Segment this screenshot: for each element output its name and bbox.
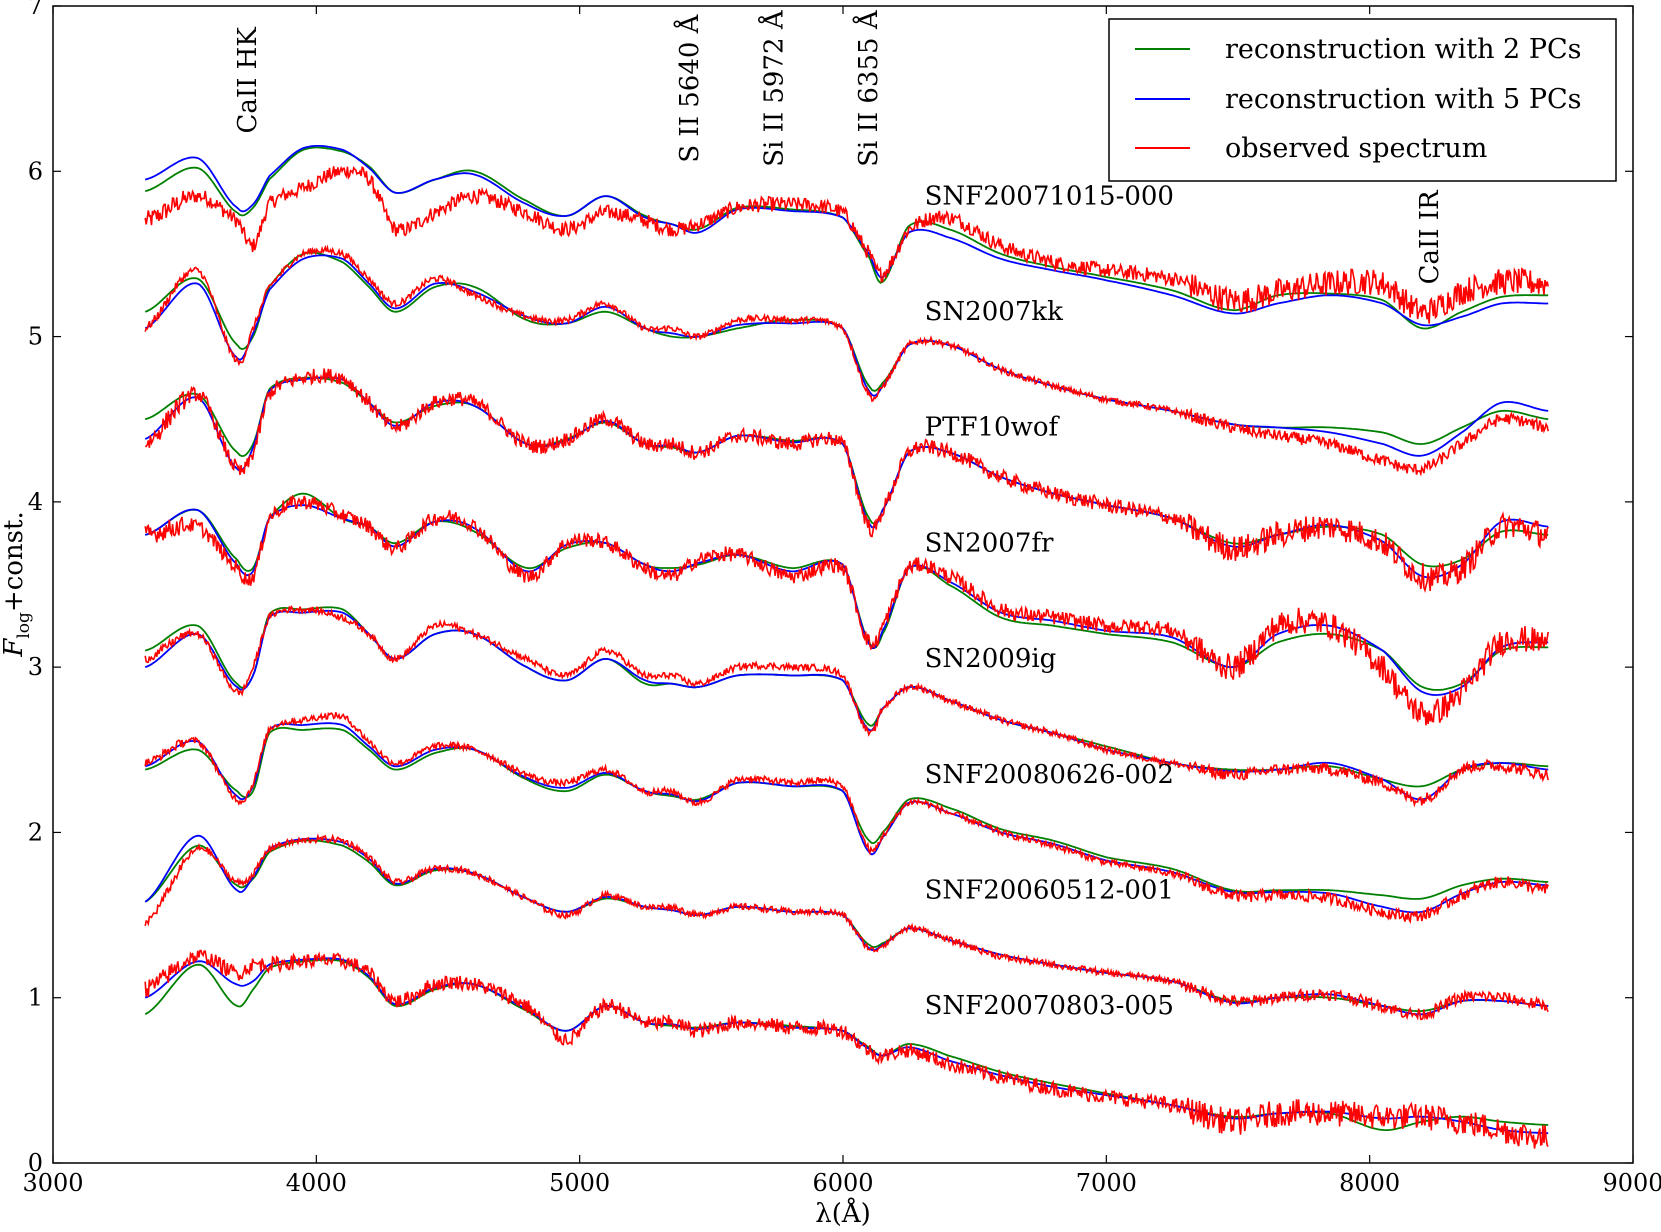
series-label: SN2009ig <box>925 644 1057 674</box>
y-tick-label: 2 <box>28 818 43 846</box>
x-tick-label: 7000 <box>1076 1169 1137 1197</box>
x-tick-label: 4000 <box>286 1169 347 1197</box>
series-pc5-line <box>144 145 1549 327</box>
series-observed-line <box>144 949 1549 1149</box>
legend-label-pc2: reconstruction with 2 PCs <box>1225 34 1582 65</box>
y-tick-label: 1 <box>28 984 43 1012</box>
y-axis-label-sub: log <box>14 612 34 639</box>
y-tick-label: 7 <box>28 0 43 20</box>
legend-label-observed: observed spectrum <box>1225 133 1487 164</box>
series-label: SN2007fr <box>925 528 1054 558</box>
y-tick-label: 5 <box>28 323 43 351</box>
series-observed-line <box>144 494 1549 726</box>
svg-text:Flog+const.: Flog+const. <box>0 511 34 657</box>
series-pc5-line <box>144 722 1549 914</box>
y-axis-label: Flog+const. <box>0 511 34 657</box>
feature-annotation: Si II 5972 Å <box>757 9 789 167</box>
label-layer: SNF20071015-000 SN2007kk PTF10wof SN2007fr S… <box>233 9 1445 1021</box>
y-tick-label: 0 <box>28 1149 43 1177</box>
x-tick-label: 6000 <box>812 1169 873 1197</box>
series-observed-line <box>145 368 1549 594</box>
series-label: PTF10wof <box>925 413 1061 443</box>
series-layer <box>144 145 1549 1149</box>
y-tick-label: 3 <box>28 653 43 681</box>
series-observed-line <box>144 244 1549 477</box>
series-label: SN2007kk <box>925 297 1063 327</box>
y-tick-label: 6 <box>28 157 43 185</box>
series-label: SNF20080626-002 <box>925 760 1174 790</box>
legend: reconstruction with 2 PCs reconstruction… <box>1108 18 1617 182</box>
x-tick-label: 8000 <box>1339 1169 1400 1197</box>
feature-annotation: CaII HK <box>233 27 263 134</box>
x-tick-label: 9000 <box>1602 1169 1661 1197</box>
x-tick-label: 3000 <box>22 1169 83 1197</box>
series-label: SNF20060512-001 <box>925 876 1174 906</box>
legend-box <box>1108 18 1617 182</box>
y-axis-label-main: F <box>0 638 29 658</box>
series-observed-line <box>144 833 1549 1021</box>
y-tick-label: 4 <box>28 488 43 516</box>
series-label: SNF20070803-005 <box>925 991 1174 1021</box>
y-axis-label-tail: +const. <box>0 511 29 612</box>
x-axis-label: λ(Å) <box>815 1197 871 1229</box>
series-label: SNF20071015-000 <box>925 181 1174 211</box>
series-observed-line <box>144 712 1549 925</box>
legend-label-pc5: reconstruction with 5 PCs <box>1225 84 1582 115</box>
series-observed-line <box>144 604 1549 808</box>
feature-annotation: S II 5640 Å <box>673 13 705 162</box>
series-observed-line <box>144 165 1549 324</box>
ticks-layer: 3000 4000 5000 6000 7000 8000 9000 0 1 2 3 4 5 6 7 <box>22 0 1661 1197</box>
x-tick-label: 5000 <box>549 1169 610 1197</box>
feature-annotation: Si II 6355 Å <box>852 9 884 167</box>
feature-annotation: CaII IR <box>1415 189 1445 284</box>
